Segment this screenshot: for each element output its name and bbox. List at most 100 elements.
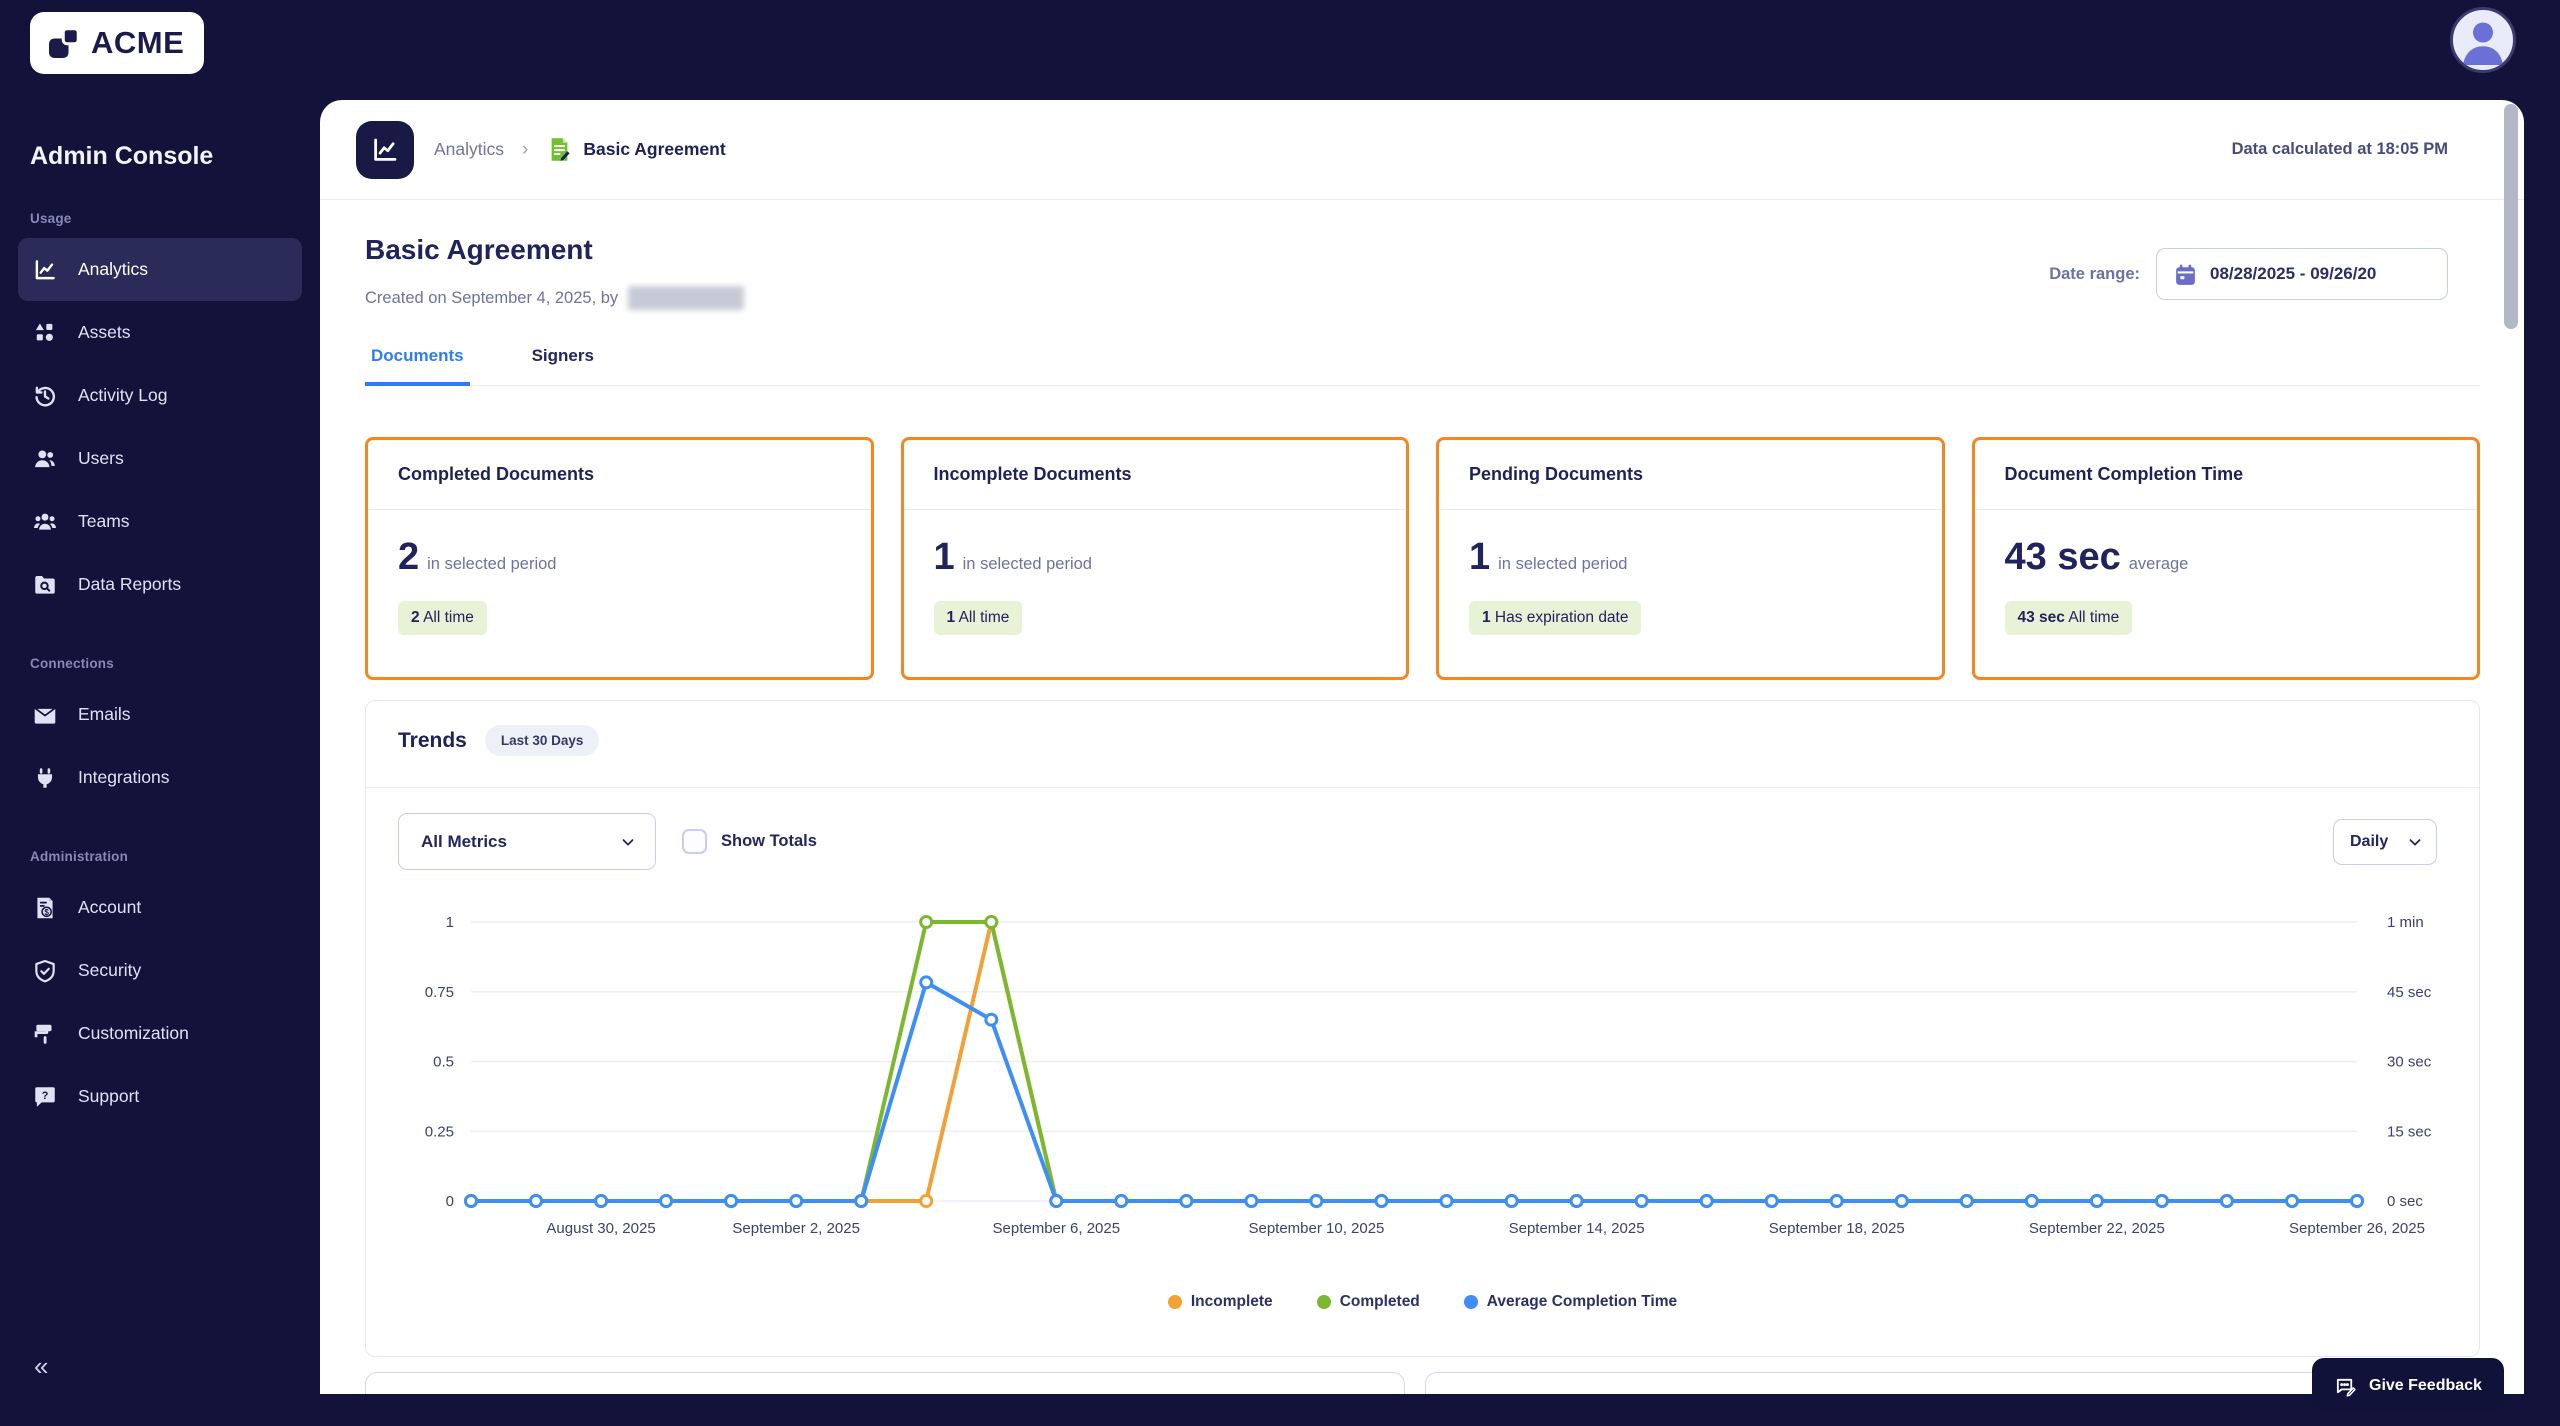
invoice-dollar-icon: $ [32,895,58,921]
sidebar-item-assets[interactable]: Assets [18,301,302,364]
stat-badge: 1 All time [933,601,1023,635]
show-totals-checkbox[interactable] [682,829,707,854]
stat-card-body: 2 in selected period 2 All time [368,510,871,635]
legend-item-incomplete[interactable]: Incomplete [1167,1293,1273,1311]
sidebar-item-customization[interactable]: Customization [18,1002,302,1065]
stat-card-body: 1 in selected period 1 Has expiration date [1439,510,1942,635]
svg-text:?: ? [42,1090,49,1102]
svg-text:$: $ [44,907,49,916]
trends-period-badge: Last 30 Days [484,725,600,756]
metrics-select[interactable]: All Metrics [398,813,656,870]
user-avatar-icon [2463,22,2503,65]
show-totals-label: Show Totals [721,832,817,850]
tabs: Documents Signers [365,346,2480,386]
sidebar-item-label: Teams [78,511,130,531]
legend-label: Completed [1339,1293,1420,1310]
date-range-input[interactable]: 08/28/2025 - 09/26/20 [2156,248,2448,300]
breadcrumb-current: Basic Agreement [583,139,726,159]
stat-card-body: 43 sec average 43 sec All time [1975,510,2478,635]
sidebar-section-label: Connections [30,656,114,671]
legend-dot-icon [1463,1295,1478,1309]
stat-card-incomplete-documents: Incomplete Documents 1 in selected period 1… [900,437,1409,680]
users-group-icon [32,509,58,535]
sidebar-collapse-button[interactable]: « [34,1351,49,1381]
paint-roller-icon [32,1021,58,1047]
sidebar-item-label: Users [78,448,124,468]
sidebar-title: Admin Console [30,142,214,170]
sidebar-item-teams[interactable]: Teams [18,490,302,553]
sidebar-item-security[interactable]: Security [18,939,302,1002]
svg-text:0 sec: 0 sec [2387,1193,2423,1210]
granularity-select[interactable]: Daily [2333,819,2437,865]
date-range-value: 08/28/2025 - 09/26/20 [2210,264,2377,283]
sidebar-item-emails[interactable]: Emails [18,683,302,746]
give-feedback-label: Give Feedback [2369,1377,2482,1394]
stat-badge: 1 Has expiration date [1469,601,1642,635]
svg-text:0: 0 [446,1193,454,1210]
svg-text:September 6, 2025: September 6, 2025 [993,1220,1121,1237]
svg-text:0.25: 0.25 [425,1123,454,1140]
data-calculated-text: Data calculated at 18:05 PM [2231,140,2448,158]
tab-signers[interactable]: Signers [531,346,594,365]
svg-text:1: 1 [446,914,454,931]
svg-text:30 sec: 30 sec [2387,1054,2432,1071]
stat-value: 1 [1469,536,1491,578]
analytics-tile-icon[interactable] [356,120,414,179]
sidebar-item-label: Support [78,1086,140,1106]
page-subtitle: Created on September 4, 2025, by [365,286,745,310]
sidebar-item-account[interactable]: $ Account [18,876,302,939]
stat-badge: 43 sec All time [2004,601,2133,635]
stat-card-title: Document Completion Time [1974,440,2477,510]
stat-value-suffix: in selected period [962,555,1092,573]
panel-header: Analytics › Basic Agreement Data calcula… [320,100,2524,200]
stat-value-suffix: average [2128,555,2189,573]
acme-logo[interactable]: ACME [30,12,205,74]
sidebar-item-users[interactable]: Users [18,427,302,490]
chevron-down-icon [2409,839,2421,846]
sidebar-item-integrations[interactable]: Integrations [18,746,302,809]
chevron-down-icon [622,838,634,846]
legend-dot-icon [1316,1295,1331,1309]
scrollbar-thumb[interactable] [2504,104,2518,329]
sidebar-item-data-reports[interactable]: Data Reports [18,553,302,616]
stat-card-title: Pending Documents [1439,440,1942,510]
svg-text:45 sec: 45 sec [2387,984,2432,1001]
redacted-author [628,286,745,310]
trends-card: Trends Last 30 Days All Metrics Show Tot… [365,700,2480,1357]
sidebar-item-support[interactable]: ? Support [18,1065,302,1128]
sidebar-item-label: Security [78,960,142,980]
page-title: Basic Agreement [365,234,593,265]
trends-title: Trends [398,728,467,752]
stat-value: 1 [933,536,955,578]
legend-item-average-completion-time[interactable]: Average Completion Time [1463,1293,1677,1311]
stat-value-suffix: in selected period [1498,555,1628,573]
sidebar-item-analytics[interactable]: Analytics [18,238,302,301]
trends-header: Trends Last 30 Days [398,725,600,756]
svg-text:0.75: 0.75 [425,984,454,1001]
breadcrumb-analytics-link[interactable]: Analytics [434,139,505,159]
metrics-select-value: All Metrics [421,831,507,851]
svg-text:September 26, 2025: September 26, 2025 [2289,1220,2425,1237]
calendar-icon [2176,264,2195,285]
show-totals-control[interactable]: Show Totals [682,829,817,854]
stat-card-completed-documents: Completed Documents 2 in selected period 2 … [365,437,874,680]
agreement-doc-icon [546,136,573,163]
folder-search-icon [32,572,58,598]
stat-value-suffix: in selected period [427,555,557,573]
date-range-label: Date range: [2049,264,2140,283]
give-feedback-button[interactable]: Give Feedback [2312,1358,2504,1414]
sidebar-item-label: Integrations [78,767,170,787]
tab-documents[interactable]: Documents [365,346,470,386]
sidebar-section-label: Administration [30,849,129,864]
plug-icon [32,765,58,791]
sidebar-section-label: Usage [30,211,72,226]
user-avatar[interactable] [2450,7,2516,73]
main-panel: Analytics › Basic Agreement Data calcula… [320,100,2524,1394]
acme-logo-text: ACME [91,25,185,60]
stat-card-document-completion-time: Document Completion Time 43 sec average 43 … [1971,437,2480,680]
legend-item-completed[interactable]: Completed [1316,1293,1420,1311]
stat-value: 2 [398,536,420,578]
sidebar-item-activity-log[interactable]: Activity Log [18,364,302,427]
stat-badge: 2 All time [398,601,487,635]
